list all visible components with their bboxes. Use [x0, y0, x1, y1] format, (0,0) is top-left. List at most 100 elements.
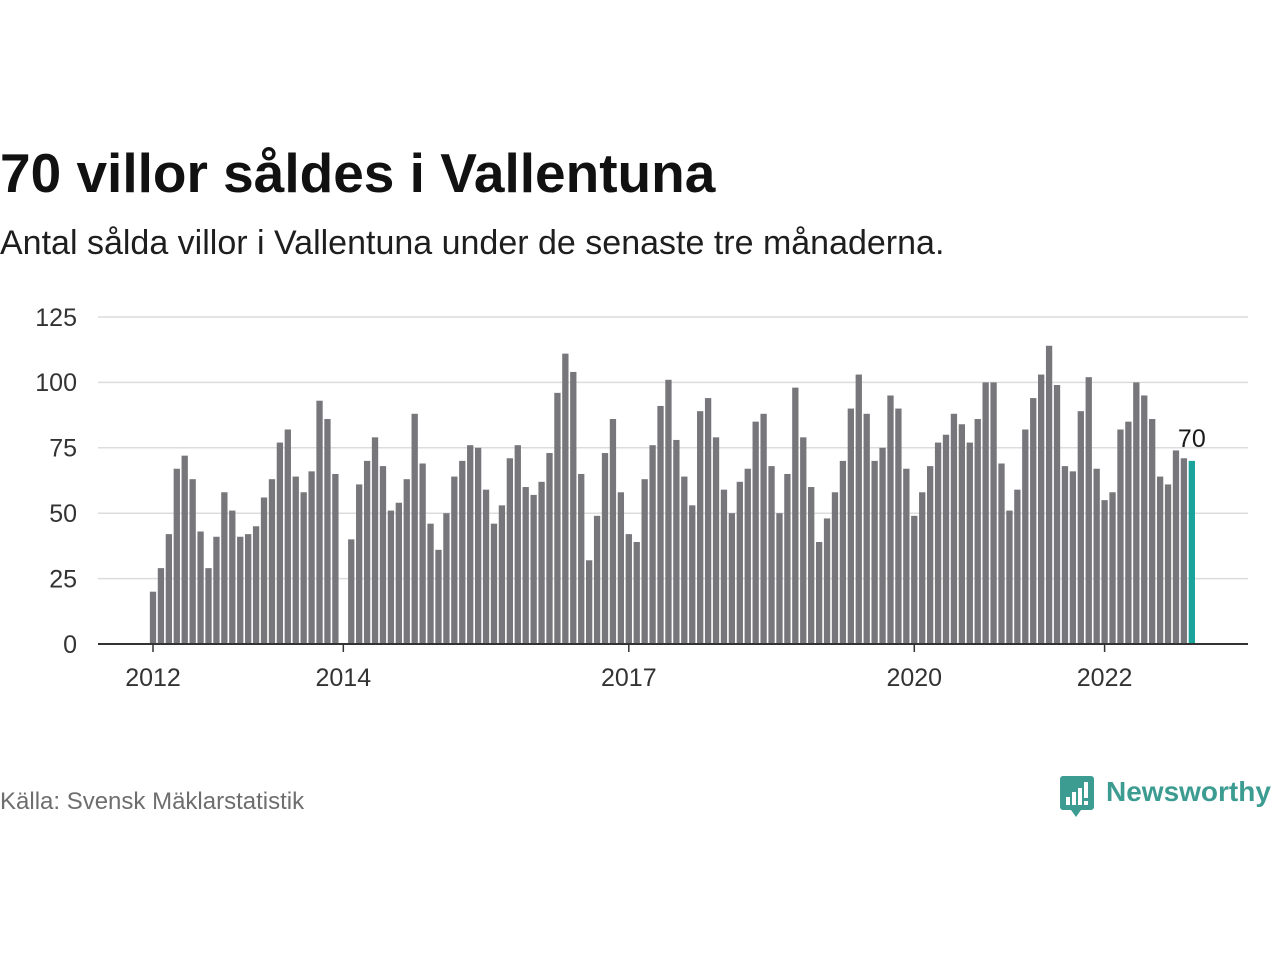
bar [522, 487, 529, 644]
bar [165, 534, 173, 644]
bar [665, 379, 672, 644]
bar [831, 492, 839, 644]
bar [887, 395, 894, 644]
bar [237, 536, 244, 644]
bar [252, 526, 260, 644]
bar-chart: 0 25 50 75 100 125 2012 2014 2017 2020 2022 70 [35, 304, 1248, 692]
bar [149, 591, 157, 644]
bar [808, 487, 815, 644]
y-tick-label: 50 [49, 500, 77, 528]
bar [593, 515, 601, 644]
bar [1022, 429, 1029, 644]
bar [506, 458, 513, 644]
bar [387, 510, 395, 644]
bar [712, 437, 720, 644]
bar [768, 466, 775, 644]
bar [752, 421, 759, 644]
bar [1053, 385, 1061, 644]
bar [1061, 466, 1069, 644]
bar [221, 492, 228, 644]
bar [879, 447, 886, 644]
bar [229, 510, 236, 644]
bar [276, 442, 284, 644]
bar [435, 549, 442, 644]
bar [586, 560, 593, 644]
bar [403, 479, 410, 644]
bar [934, 442, 942, 644]
bar [1149, 419, 1156, 644]
bar [490, 523, 498, 644]
bar [998, 463, 1005, 644]
x-tick-label: 2022 [1077, 664, 1133, 692]
bar [1101, 500, 1108, 644]
bar [459, 460, 466, 644]
bar [871, 460, 878, 644]
bar [760, 413, 767, 644]
bar [609, 419, 617, 644]
bar [1164, 484, 1172, 644]
chart-title: 70 villor såldes i Vallentuna [0, 142, 716, 204]
bar [744, 468, 751, 644]
bar [205, 568, 212, 644]
annotations: 70 [1178, 425, 1206, 453]
bar [800, 437, 807, 644]
bar [427, 523, 434, 644]
bar [903, 468, 910, 644]
bar [736, 481, 743, 644]
bar [411, 413, 418, 644]
bar [815, 541, 823, 644]
bar [538, 481, 545, 644]
bar [530, 494, 537, 644]
bar [348, 539, 355, 644]
bar [942, 434, 950, 644]
bar [641, 479, 648, 644]
bar [546, 453, 553, 644]
bar [839, 460, 847, 644]
bar [958, 424, 966, 644]
bar [395, 502, 402, 644]
x-tick-label: 2014 [316, 664, 372, 692]
newsworthy-logo: Newsworthy [1059, 775, 1277, 819]
bar [1014, 489, 1021, 644]
bar [1117, 429, 1124, 644]
bar [1109, 492, 1116, 644]
bar [649, 445, 656, 644]
bar [300, 492, 307, 644]
bar [1006, 510, 1013, 644]
bar [1045, 345, 1053, 644]
bar [292, 476, 299, 644]
bar [776, 513, 783, 644]
bar [284, 429, 291, 644]
bar [173, 468, 180, 644]
newsworthy-logo-icon [1060, 776, 1094, 817]
bar [443, 513, 450, 644]
x-tick-label: 2017 [601, 664, 657, 692]
bar [482, 489, 490, 644]
bars [149, 345, 1195, 644]
bar [855, 374, 862, 644]
bar [316, 400, 323, 644]
y-tick-label: 0 [63, 631, 77, 659]
bar [570, 371, 577, 644]
x-axis: 2012 2014 2017 2020 2022 [98, 643, 1248, 692]
bar [633, 541, 640, 644]
bar [371, 437, 379, 644]
bar [554, 392, 561, 644]
bar [474, 447, 482, 644]
bar [919, 492, 926, 644]
bar [1069, 471, 1077, 644]
bar [1133, 382, 1140, 644]
bar [926, 466, 934, 644]
bar [578, 473, 585, 644]
bar [728, 513, 736, 644]
bar [601, 453, 609, 644]
bar [911, 515, 918, 644]
bar [1141, 395, 1148, 644]
bar [379, 466, 387, 644]
bar [1156, 476, 1164, 644]
bar [823, 518, 831, 644]
bar [514, 445, 521, 644]
bar [657, 405, 664, 644]
bar [213, 536, 220, 644]
chart-subtitle: Antal sålda villor i Vallentuna under de… [0, 224, 945, 262]
